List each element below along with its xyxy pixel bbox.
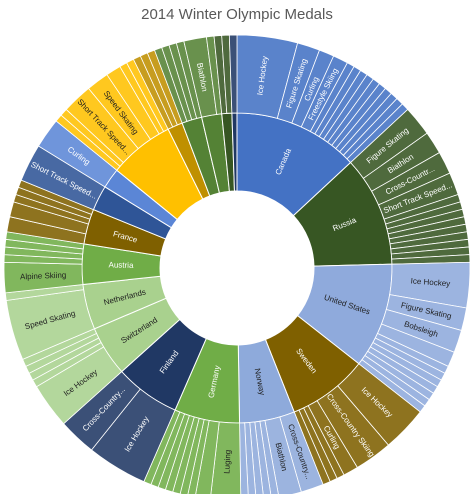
- label-austria-alpine-skiing: Alpine Skiing: [20, 271, 67, 282]
- chart-title: 2014 Winter Olympic Medals: [141, 6, 333, 23]
- label-austria: Austria: [108, 260, 134, 270]
- label-germany-luging: Luging: [222, 450, 232, 474]
- label-united-states-ice-hockey: Ice Hockey: [410, 276, 450, 288]
- segment-other-d-event-0: [228, 34, 238, 114]
- sunburst-rings: [3, 34, 471, 494]
